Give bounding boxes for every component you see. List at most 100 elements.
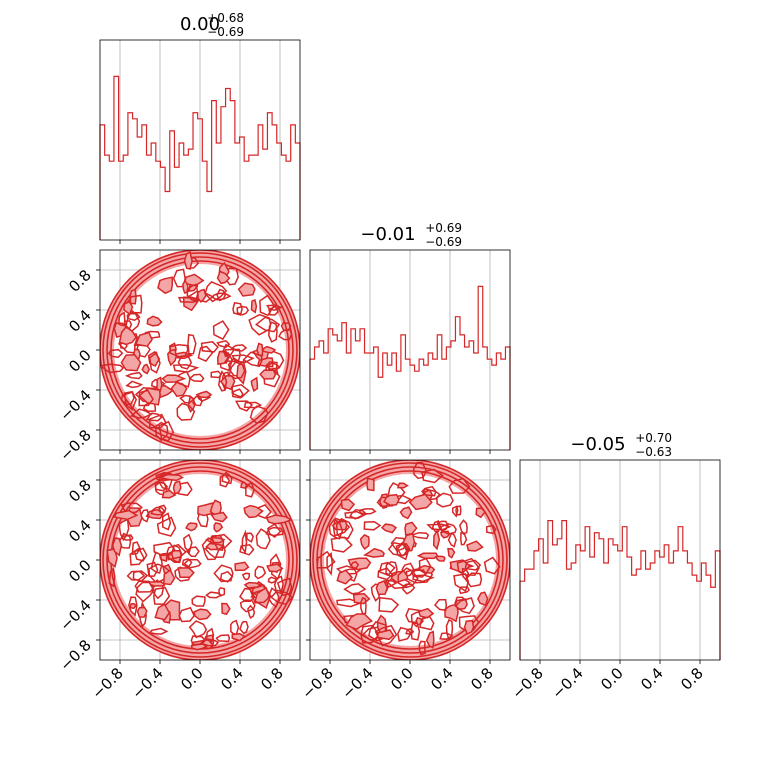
contour-blob xyxy=(157,504,167,514)
contour-blob xyxy=(192,608,212,621)
contour-blob xyxy=(163,569,176,586)
contour-blob xyxy=(134,331,153,348)
contour-blob xyxy=(183,250,193,271)
contour-blob xyxy=(426,523,452,531)
contour-blob xyxy=(458,586,471,595)
contour-blob xyxy=(199,638,220,647)
y-tick-labels-row-2: −0.8−0.4 0.0 0.4 0.8 xyxy=(56,476,94,674)
contour-blob xyxy=(466,540,484,552)
contour-blob xyxy=(396,482,409,489)
contour-blob xyxy=(234,561,250,572)
contour-blob xyxy=(404,521,418,536)
contour-blob xyxy=(276,577,293,597)
contour-blob xyxy=(100,363,125,374)
contour-blob xyxy=(156,516,177,537)
contour-blob xyxy=(118,311,126,327)
contour-blob xyxy=(126,570,146,581)
contour-blob xyxy=(221,602,231,616)
contour-blob xyxy=(419,615,435,631)
contour-blob xyxy=(120,354,142,372)
contour-blob xyxy=(123,300,134,316)
contour-blob xyxy=(454,597,475,615)
contour-blob xyxy=(154,603,171,621)
contour-blob xyxy=(359,533,370,550)
contour-blob xyxy=(124,371,143,380)
contour-blob xyxy=(172,480,182,495)
histogram-series xyxy=(99,75,301,240)
contour-blob xyxy=(147,581,166,587)
contour-blob xyxy=(111,537,123,557)
contour-ring xyxy=(106,256,294,444)
contour-blob xyxy=(154,421,169,442)
contour-blob xyxy=(402,583,416,595)
contour-blob xyxy=(254,565,267,580)
contour-blob xyxy=(221,471,233,485)
contour-blob xyxy=(186,283,199,303)
contour-blob xyxy=(118,325,138,346)
contour-blob xyxy=(243,504,264,519)
contour-blob xyxy=(153,541,176,557)
contour-blob xyxy=(434,555,446,562)
y-tick-labels-row-1: −0.8−0.4 0.0 0.4 0.8 xyxy=(56,266,94,464)
contour-blob xyxy=(335,517,354,540)
contour-layer xyxy=(100,250,300,450)
contour-blob xyxy=(128,596,138,617)
contour-blob xyxy=(246,532,255,543)
contour-blob xyxy=(161,489,177,499)
contour-blob xyxy=(265,526,284,537)
contour-blob xyxy=(157,473,184,482)
contour-blob xyxy=(464,559,482,571)
contour-panel-param-1-vs-2 xyxy=(306,459,511,664)
contour-ring xyxy=(320,470,500,650)
contour-blob xyxy=(360,596,367,615)
contour-blob xyxy=(385,561,398,578)
contour-blob xyxy=(241,529,248,555)
contour-blob xyxy=(158,420,175,442)
contour-blob xyxy=(326,551,334,576)
x-tick-label: 0.0 xyxy=(387,664,417,694)
contour-blob xyxy=(185,546,200,558)
contour-blob xyxy=(113,509,139,521)
y-tick-label: 0.0 xyxy=(65,556,95,586)
x-tick-label: 0.4 xyxy=(427,664,457,694)
x-tick-label: −0.4 xyxy=(338,664,376,702)
contour-blob xyxy=(218,586,226,597)
contour-blob xyxy=(190,635,206,646)
contour-blob xyxy=(358,508,377,515)
contour-blob xyxy=(477,591,489,607)
histogram-panel-param-0 xyxy=(99,39,301,244)
contour-blob xyxy=(425,630,435,649)
contour-blob xyxy=(135,581,155,603)
contour-blob xyxy=(250,376,259,393)
contour-blob xyxy=(183,558,202,569)
contour-blob xyxy=(447,532,457,548)
title-param-2: −0.05 xyxy=(570,434,625,455)
contour-blob xyxy=(420,485,437,497)
contour-blob xyxy=(146,315,163,327)
contour-blob xyxy=(231,344,248,352)
title-param-0: 0.00 xyxy=(180,14,220,35)
contour-blob xyxy=(439,523,457,535)
contour-blob xyxy=(205,591,223,599)
contour-blob xyxy=(268,305,279,316)
contour-blob xyxy=(265,361,279,380)
x-tick-labels-col-1: −0.8 −0.4 0.0 0.4 0.8 xyxy=(298,664,496,702)
contour-blob xyxy=(336,598,364,608)
contour-blob xyxy=(335,565,362,575)
contour-blob xyxy=(177,567,195,579)
contour-ring xyxy=(312,462,508,658)
contour-blob xyxy=(259,369,277,380)
contour-blob xyxy=(376,629,395,641)
contour-blob xyxy=(231,632,246,642)
contour-blob xyxy=(377,567,394,581)
contour-blob xyxy=(363,520,382,531)
contour-blob xyxy=(270,589,294,606)
contour-blob xyxy=(219,570,234,583)
contour-blob xyxy=(241,572,251,581)
contour-blob xyxy=(463,619,475,636)
contour-blob xyxy=(108,567,116,588)
contour-layer xyxy=(310,460,510,660)
histogram-series xyxy=(309,285,511,450)
histogram-panel-param-1 xyxy=(309,249,511,454)
contour-blob xyxy=(408,493,433,511)
